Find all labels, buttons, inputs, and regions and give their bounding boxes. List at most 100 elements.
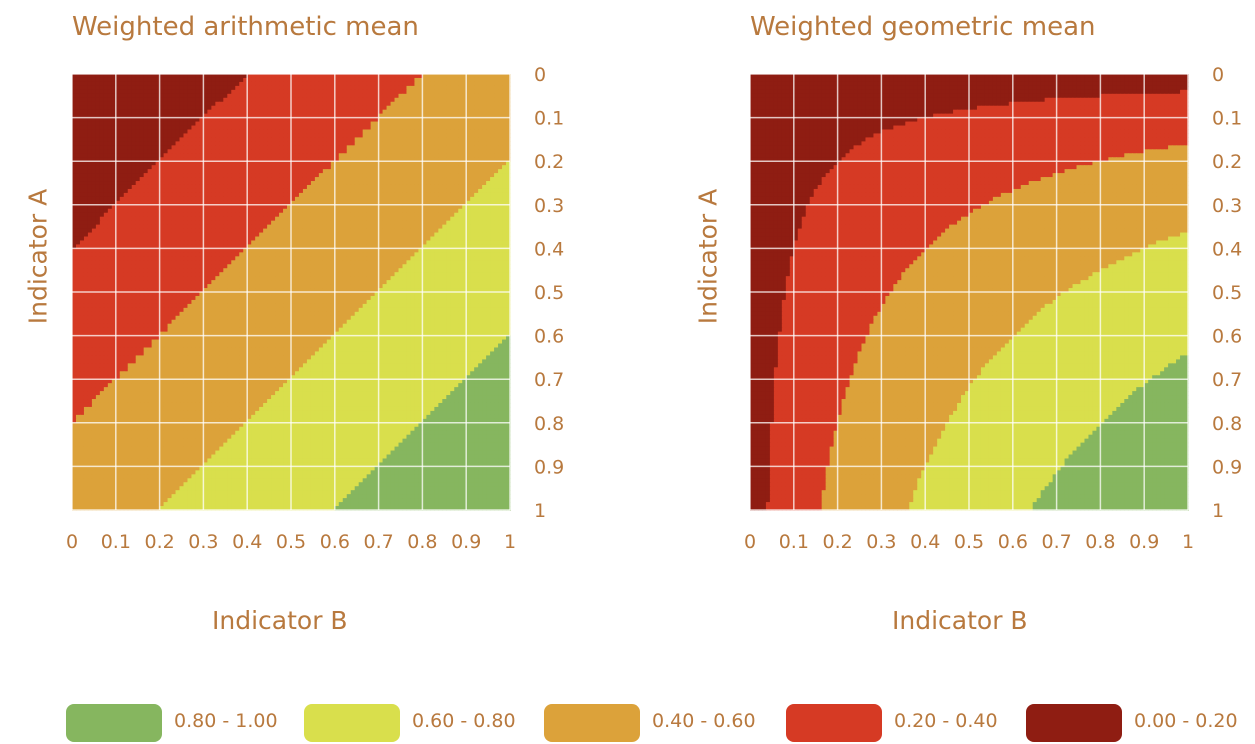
heatmap-cell bbox=[342, 81, 348, 87]
heatmap-cell bbox=[362, 188, 368, 194]
heatmap-cell bbox=[422, 169, 427, 174]
heatmap-cell bbox=[191, 89, 197, 95]
heatmap-cell bbox=[346, 200, 352, 206]
heatmap-cell bbox=[179, 252, 185, 257]
heatmap-cell bbox=[139, 212, 145, 218]
heatmap-cell bbox=[147, 133, 153, 139]
heatmap-cell bbox=[502, 177, 507, 182]
heatmap-cell bbox=[87, 137, 93, 142]
heatmap-cell bbox=[298, 224, 304, 230]
heatmap-cell bbox=[259, 169, 264, 174]
heatmap-cell bbox=[310, 101, 316, 107]
heatmap-cell bbox=[183, 177, 189, 182]
heatmap-cell bbox=[131, 85, 137, 91]
heatmap-cell bbox=[131, 109, 137, 115]
heatmap-cell bbox=[103, 101, 109, 107]
heatmap-cell bbox=[330, 244, 336, 249]
heatmap-cell bbox=[179, 181, 185, 186]
heatmap-cell bbox=[167, 145, 173, 150]
heatmap-cell bbox=[486, 192, 491, 198]
heatmap-cell bbox=[298, 101, 304, 107]
heatmap-cell bbox=[466, 125, 471, 131]
heatmap-cell bbox=[426, 133, 431, 139]
heatmap-cell bbox=[314, 212, 320, 218]
heatmap-cell bbox=[318, 141, 324, 146]
heatmap-cell bbox=[358, 121, 364, 127]
heatmap-cell bbox=[115, 101, 121, 107]
heatmap-cell bbox=[163, 93, 169, 99]
heatmap-cell bbox=[211, 236, 216, 242]
heatmap-cell bbox=[378, 89, 384, 95]
heatmap-cell bbox=[334, 232, 340, 238]
heatmap-cell bbox=[430, 89, 435, 95]
heatmap-cell bbox=[438, 74, 443, 79]
heatmap-cell bbox=[366, 204, 372, 210]
heatmap-cell bbox=[263, 105, 268, 111]
heatmap-cell bbox=[72, 137, 77, 142]
heatmap-cell bbox=[306, 181, 312, 186]
heatmap-cell bbox=[275, 125, 280, 131]
heatmap-cell bbox=[287, 248, 292, 253]
heatmap-cell bbox=[478, 81, 483, 87]
heatmap-cell bbox=[91, 188, 97, 194]
heatmap-cell bbox=[91, 240, 97, 246]
heatmap-cell bbox=[478, 220, 483, 226]
heatmap-cell bbox=[454, 105, 459, 111]
heatmap-cell bbox=[414, 97, 420, 103]
heatmap-cell bbox=[466, 137, 471, 142]
heatmap-cell bbox=[107, 74, 113, 79]
heatmap-cell bbox=[163, 137, 169, 142]
heatmap-cell bbox=[171, 208, 177, 214]
heatmap-cell bbox=[203, 105, 208, 111]
heatmap-cell bbox=[462, 77, 467, 83]
heatmap-cell bbox=[279, 188, 284, 194]
heatmap-cell bbox=[99, 93, 105, 99]
heatmap-cell bbox=[167, 181, 173, 186]
heatmap-cell bbox=[398, 74, 404, 79]
heatmap-cell bbox=[107, 141, 113, 146]
heatmap-cell bbox=[386, 81, 392, 87]
heatmap-cell bbox=[291, 89, 296, 95]
heatmap-cell bbox=[91, 145, 97, 150]
heatmap-cell bbox=[123, 125, 129, 131]
heatmap-cell bbox=[183, 232, 189, 238]
heatmap-cell bbox=[462, 89, 467, 95]
heatmap-cell bbox=[334, 196, 340, 202]
heatmap-cell bbox=[330, 232, 336, 238]
heatmap-cell bbox=[167, 220, 173, 226]
heatmap-cell bbox=[498, 196, 503, 202]
heatmap-cell bbox=[374, 149, 380, 154]
heatmap-cell bbox=[72, 220, 77, 226]
heatmap-cell bbox=[207, 113, 212, 119]
heatmap-cell bbox=[215, 145, 220, 150]
heatmap-cell bbox=[490, 85, 495, 91]
heatmap-cell bbox=[370, 169, 376, 174]
heatmap-cell bbox=[382, 244, 388, 249]
heatmap-cell bbox=[414, 113, 420, 119]
heatmap-cell bbox=[211, 93, 216, 99]
heatmap-cell bbox=[143, 232, 149, 238]
heatmap-cell bbox=[310, 137, 316, 142]
heatmap-cell bbox=[318, 244, 324, 249]
heatmap-cell bbox=[103, 220, 109, 226]
heatmap-cell bbox=[398, 97, 404, 103]
heatmap-cell bbox=[454, 97, 459, 103]
heatmap-cell bbox=[310, 228, 316, 234]
heatmap-cell bbox=[378, 145, 384, 150]
heatmap-cell bbox=[442, 145, 447, 150]
heatmap-cell bbox=[298, 93, 304, 99]
heatmap-cell bbox=[215, 244, 220, 249]
heatmap-cell bbox=[191, 196, 197, 202]
heatmap-cell bbox=[163, 173, 169, 178]
heatmap-cell bbox=[147, 236, 153, 242]
heatmap-cell bbox=[382, 125, 388, 131]
heatmap-cell bbox=[466, 77, 471, 83]
heatmap-cell bbox=[398, 137, 404, 142]
heatmap-cell bbox=[111, 109, 117, 115]
heatmap-cell bbox=[147, 74, 153, 79]
heatmap-cell bbox=[474, 200, 479, 206]
heatmap-cell bbox=[414, 74, 420, 79]
heatmap-cell bbox=[239, 125, 244, 131]
heatmap-cell bbox=[486, 224, 491, 230]
heatmap-cell bbox=[263, 117, 268, 123]
